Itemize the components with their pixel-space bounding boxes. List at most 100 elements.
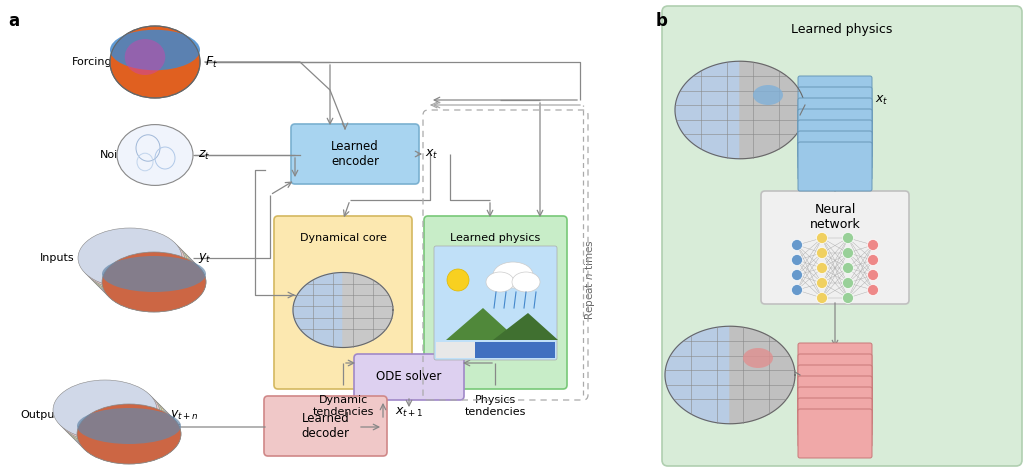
Ellipse shape — [77, 404, 181, 464]
Ellipse shape — [493, 262, 534, 288]
Ellipse shape — [65, 392, 169, 452]
Circle shape — [867, 285, 879, 295]
Ellipse shape — [125, 39, 165, 75]
Ellipse shape — [753, 85, 783, 105]
Ellipse shape — [84, 234, 188, 294]
Ellipse shape — [77, 404, 181, 464]
Ellipse shape — [102, 252, 206, 312]
FancyBboxPatch shape — [436, 342, 555, 358]
Text: ODE solver: ODE solver — [376, 371, 441, 383]
Circle shape — [792, 240, 803, 250]
Text: $x_{t+1}$: $x_{t+1}$ — [394, 405, 423, 418]
Text: Learned physics: Learned physics — [450, 233, 540, 243]
Ellipse shape — [62, 389, 166, 449]
Ellipse shape — [78, 228, 182, 288]
Text: Learned
encoder: Learned encoder — [331, 140, 379, 168]
FancyBboxPatch shape — [436, 342, 475, 358]
Circle shape — [867, 240, 879, 250]
Polygon shape — [343, 272, 393, 348]
Text: Outputs: Outputs — [20, 410, 65, 420]
Ellipse shape — [87, 237, 191, 297]
FancyBboxPatch shape — [798, 109, 872, 158]
Circle shape — [816, 248, 827, 258]
FancyBboxPatch shape — [424, 216, 567, 389]
FancyBboxPatch shape — [798, 98, 872, 147]
FancyBboxPatch shape — [291, 124, 419, 184]
Circle shape — [816, 263, 827, 273]
Circle shape — [843, 248, 853, 258]
Circle shape — [843, 292, 853, 304]
Ellipse shape — [110, 26, 200, 98]
Text: b: b — [656, 12, 668, 30]
Circle shape — [843, 263, 853, 273]
Polygon shape — [740, 61, 805, 159]
Ellipse shape — [59, 386, 163, 446]
Text: $z_t$: $z_t$ — [198, 148, 210, 161]
Ellipse shape — [93, 243, 197, 303]
Polygon shape — [730, 326, 795, 424]
Ellipse shape — [99, 249, 203, 309]
FancyBboxPatch shape — [798, 409, 872, 458]
Text: $F_t$: $F_t$ — [205, 54, 218, 70]
Ellipse shape — [743, 348, 773, 368]
Text: a: a — [8, 12, 19, 30]
Ellipse shape — [56, 383, 160, 443]
Ellipse shape — [117, 124, 193, 185]
Ellipse shape — [512, 272, 540, 292]
Circle shape — [843, 233, 853, 243]
Ellipse shape — [90, 240, 194, 300]
Circle shape — [816, 292, 827, 304]
Polygon shape — [293, 272, 343, 348]
FancyBboxPatch shape — [761, 191, 909, 304]
Text: Learned physics: Learned physics — [792, 23, 893, 37]
Circle shape — [843, 278, 853, 288]
Text: $x_t$: $x_t$ — [425, 147, 438, 161]
Text: Repeat $n$ times: Repeat $n$ times — [583, 240, 597, 320]
Circle shape — [447, 269, 469, 291]
Circle shape — [792, 255, 803, 265]
FancyBboxPatch shape — [798, 343, 872, 392]
Ellipse shape — [71, 398, 175, 458]
Ellipse shape — [96, 246, 200, 306]
Text: $y_{t+n}$: $y_{t+n}$ — [170, 408, 199, 422]
Circle shape — [867, 270, 879, 280]
Circle shape — [792, 285, 803, 295]
Ellipse shape — [102, 252, 206, 312]
Ellipse shape — [486, 272, 514, 292]
Ellipse shape — [81, 231, 185, 291]
Text: Physics
tendencies: Physics tendencies — [464, 395, 525, 417]
Text: $x_t$: $x_t$ — [874, 94, 889, 107]
Ellipse shape — [74, 401, 178, 461]
Circle shape — [792, 270, 803, 280]
FancyBboxPatch shape — [798, 120, 872, 169]
Text: Dynamic
tendencies: Dynamic tendencies — [312, 395, 374, 417]
FancyBboxPatch shape — [434, 246, 557, 360]
Circle shape — [867, 255, 879, 265]
Text: Neural
network: Neural network — [810, 203, 860, 231]
Ellipse shape — [53, 380, 157, 440]
FancyBboxPatch shape — [798, 142, 872, 191]
FancyBboxPatch shape — [274, 216, 412, 389]
Ellipse shape — [77, 408, 181, 444]
FancyBboxPatch shape — [798, 87, 872, 136]
Ellipse shape — [102, 256, 206, 292]
FancyBboxPatch shape — [798, 387, 872, 436]
FancyBboxPatch shape — [798, 354, 872, 403]
FancyBboxPatch shape — [798, 365, 872, 414]
FancyBboxPatch shape — [264, 396, 387, 456]
FancyBboxPatch shape — [798, 376, 872, 425]
Text: Learned
decoder: Learned decoder — [301, 412, 349, 440]
Ellipse shape — [110, 30, 200, 70]
Text: Forcings: Forcings — [72, 57, 119, 67]
Text: $y_t$: $y_t$ — [198, 251, 211, 265]
Polygon shape — [675, 61, 740, 159]
Polygon shape — [665, 326, 730, 424]
FancyBboxPatch shape — [798, 76, 872, 125]
FancyBboxPatch shape — [798, 398, 872, 447]
FancyBboxPatch shape — [798, 131, 872, 180]
Ellipse shape — [68, 395, 172, 455]
Text: Physics
tendencies: Physics tendencies — [801, 426, 869, 454]
Polygon shape — [493, 313, 558, 340]
FancyBboxPatch shape — [354, 354, 464, 400]
FancyBboxPatch shape — [662, 6, 1022, 466]
